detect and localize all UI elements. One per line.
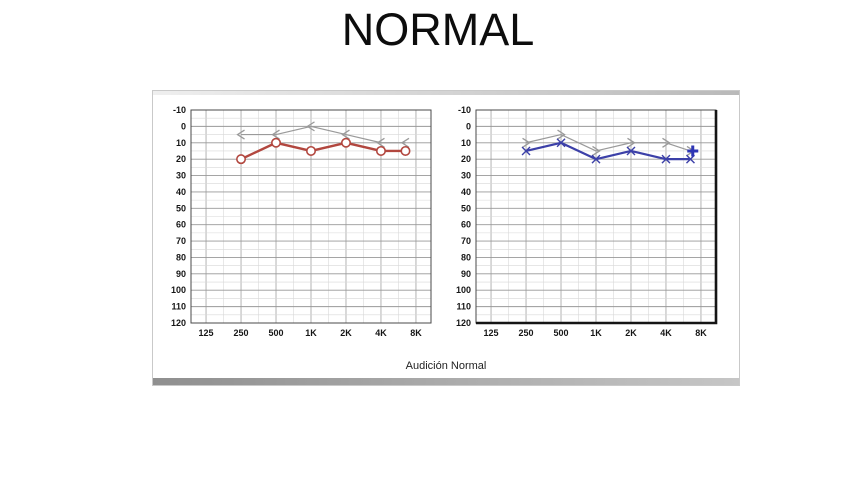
y-tick-label: 40 <box>176 187 186 197</box>
right-ear-audiogram: -10 0 10 20 30 40 50 60 70 80 90 100 110 120 125 250 500… <box>171 105 432 338</box>
y-tick-label: 10 <box>461 138 471 148</box>
x-tick-label: 125 <box>484 328 499 338</box>
y-tick-label: 30 <box>176 171 186 181</box>
series-air-conduction-left <box>521 138 695 164</box>
x-marker <box>556 138 566 148</box>
x-tick-label: 500 <box>268 328 283 338</box>
y-tick-label: 100 <box>171 285 186 295</box>
y-tick-label: 0 <box>181 121 186 131</box>
x-marker <box>626 146 636 156</box>
y-tick-label: 80 <box>176 252 186 262</box>
plot-frame <box>190 109 432 324</box>
grid <box>476 110 716 323</box>
left-arrow-marker <box>376 137 385 148</box>
right-arrow-marker <box>522 137 531 148</box>
y-tick-label: 20 <box>461 154 471 164</box>
x-marker <box>661 154 671 164</box>
panel-caption: Audición Normal <box>405 360 487 372</box>
circle-marker <box>306 145 317 156</box>
y-tick-label: 50 <box>176 203 186 213</box>
y-tick-label: 90 <box>176 269 186 279</box>
plus-marker <box>687 145 699 157</box>
y-tick-label: 50 <box>461 203 471 213</box>
audiogram-panel: -10 0 10 20 30 40 50 60 70 80 90 100 110 120 125 250 500… <box>152 90 740 386</box>
series-line-bone-conduction-left <box>525 133 691 152</box>
series-line-air-conduction-left <box>525 141 691 161</box>
left-ear-audiogram: -10 0 10 20 30 40 50 60 70 80 90 100 110 120 125 250 500… <box>456 105 718 338</box>
series-air-conduction-right <box>236 137 411 165</box>
y-tick-label: 10 <box>176 138 186 148</box>
y-tick-label: 110 <box>171 302 186 312</box>
x-tick-label: 4K <box>660 328 672 338</box>
y-tick-label: 0 <box>466 121 471 131</box>
x-tick-label: 125 <box>199 328 214 338</box>
right-arrow-marker <box>627 137 636 148</box>
x-axis-labels: 125 250 500 1K 2K 4K 8K <box>484 328 708 338</box>
x-tick-label: 1K <box>305 328 317 338</box>
right-arrow-marker <box>557 129 566 140</box>
y-tick-label: 120 <box>171 318 186 328</box>
y-tick-label: 60 <box>461 220 471 230</box>
annotation-plus-marker <box>687 145 699 157</box>
y-axis-labels: -10 0 10 20 30 40 50 60 70 80 90 100 110 120 <box>171 105 186 328</box>
circle-marker <box>236 154 247 165</box>
x-tick-label: 4K <box>375 328 387 338</box>
circle-marker <box>400 145 411 156</box>
y-tick-label: 80 <box>461 252 471 262</box>
series-bone-conduction-right <box>236 121 410 148</box>
x-marker <box>521 146 531 156</box>
y-tick-label: 40 <box>461 187 471 197</box>
x-marker <box>591 154 601 164</box>
left-arrow-marker <box>306 121 315 132</box>
circle-marker <box>375 145 386 156</box>
panel-bottom-bevel <box>153 378 739 385</box>
right-arrow-marker <box>662 137 671 148</box>
x-tick-label: 2K <box>340 328 352 338</box>
y-tick-label: 70 <box>176 236 186 246</box>
slide-title: NORMAL <box>341 4 535 55</box>
y-axis-labels: -10 0 10 20 30 40 50 60 70 80 90 100 110 120 <box>456 105 471 328</box>
series-line-bone-conduction-right <box>241 125 406 144</box>
left-arrow-marker <box>236 129 245 140</box>
panel-top-bevel <box>153 91 739 95</box>
x-axis-labels: 125 250 500 1K 2K 4K 8K <box>199 328 423 338</box>
y-tick-label: 120 <box>456 318 471 328</box>
left-arrow-marker <box>400 137 410 148</box>
y-tick-label: 20 <box>176 154 186 164</box>
y-tick-label: 70 <box>461 236 471 246</box>
x-tick-label: 250 <box>234 328 249 338</box>
x-tick-label: 250 <box>519 328 534 338</box>
audiogram-left-ear-chart: -10 0 10 20 30 40 50 60 70 80 90 100 110 120 125 250 500… <box>446 98 731 344</box>
right-arrow-marker <box>592 145 601 157</box>
y-tick-label: 110 <box>456 302 471 312</box>
y-tick-label: 30 <box>461 171 471 181</box>
x-marker <box>685 154 695 164</box>
left-arrow-marker <box>271 129 280 140</box>
y-tick-label: 100 <box>456 285 471 295</box>
left-arrow-marker <box>341 129 350 140</box>
audiogram-right-ear-chart: -10 0 10 20 30 40 50 60 70 80 90 100 110 120 125 250 500… <box>161 98 446 344</box>
x-tick-label: 8K <box>410 328 422 338</box>
circle-marker <box>340 137 351 148</box>
x-tick-label: 8K <box>695 328 707 338</box>
y-tick-label: -10 <box>458 105 471 115</box>
plot-frame-thick-edge <box>476 110 718 325</box>
y-tick-label: 60 <box>176 220 186 230</box>
x-tick-label: 500 <box>553 328 568 338</box>
x-tick-label: 2K <box>625 328 637 338</box>
grid <box>191 110 431 323</box>
x-tick-label: 1K <box>590 328 602 338</box>
y-tick-label: -10 <box>173 105 186 115</box>
y-tick-label: 90 <box>461 269 471 279</box>
circle-marker <box>271 137 282 148</box>
